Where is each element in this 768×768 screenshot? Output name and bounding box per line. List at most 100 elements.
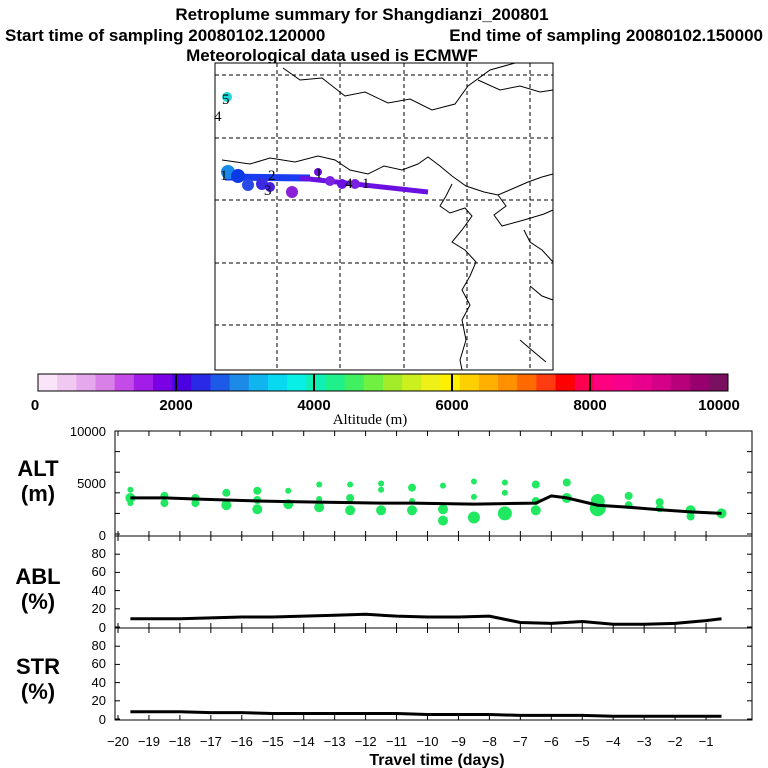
alt-scatter-point	[530, 505, 541, 516]
alt-scatter-point	[562, 478, 571, 487]
abl-panel-unit: (%)	[21, 589, 55, 614]
alt-scatter-point	[437, 515, 448, 526]
alt-scatter-point	[191, 499, 200, 508]
alt-series-line	[130, 494, 722, 515]
colorbar-cell	[651, 374, 671, 391]
str-ytick: 0	[99, 712, 106, 727]
alt-scatter-point	[376, 505, 387, 516]
plume-cluster	[265, 182, 275, 192]
alt-scatter-point	[531, 480, 540, 489]
plume-cluster	[325, 176, 335, 186]
alt-scatter-point	[221, 500, 232, 511]
alt-scatter-point	[222, 488, 231, 497]
coastline	[221, 62, 554, 371]
alt-scatter-point	[716, 508, 727, 519]
abl-series-line	[130, 612, 722, 626]
str-ytick: 80	[92, 638, 106, 653]
x-tick-label: −1	[699, 734, 714, 749]
map-label: 2	[268, 168, 276, 184]
alt-scatter-point	[252, 504, 263, 515]
x-tick-label: −2	[668, 734, 683, 749]
abl-ytick: 80	[92, 546, 106, 561]
alt-scatter-point	[125, 492, 136, 503]
colorbar-tick: 4000	[297, 397, 330, 414]
map-label: 4	[345, 176, 353, 192]
alt-panel-unit: (m)	[21, 481, 55, 506]
x-tick-label: −11	[386, 734, 407, 749]
colorbar-cell	[421, 374, 441, 391]
plume-cluster	[314, 168, 322, 176]
map-label: 1	[220, 168, 228, 184]
map-label: 3	[264, 183, 272, 199]
plume-cluster	[337, 179, 347, 189]
str-panel: STR (%) 80 60 40 20 0 −20 −19 −18 −17 −16 −15…	[16, 627, 753, 749]
colorbar-label: Altitude (m)	[333, 412, 408, 428]
x-tick-label: −8	[482, 734, 497, 749]
colorbar-cell	[689, 374, 710, 391]
colorbar-cell	[38, 374, 58, 391]
alt-scatter-point	[127, 486, 134, 493]
x-axis-tick-labels: −20 −19 −18 −17 −16 −15 −14 −13 −12 −11 −10 −9 −8 −7 −…	[107, 734, 713, 749]
str-series-line	[130, 710, 722, 718]
colorbar-cell	[593, 374, 614, 391]
alt-scatter-point	[347, 481, 354, 488]
colorbar-cell	[440, 374, 461, 391]
alt-panel-label: ALT	[17, 456, 59, 481]
x-tick-label: −18	[169, 734, 191, 749]
colorbar-cell	[478, 374, 499, 391]
str-panel-label: STR	[16, 654, 60, 679]
colorbar-cell	[95, 374, 116, 391]
figure-title: Retroplume summary for Shangdianzi_20080…	[175, 5, 548, 24]
plume-cluster	[242, 179, 254, 191]
x-tick-label: −6	[544, 734, 559, 749]
abl-ytick: 40	[92, 583, 106, 598]
str-ytick: 60	[92, 656, 106, 671]
alt-scatter-point	[378, 486, 385, 493]
colorbar-cell	[287, 374, 307, 391]
colorbar-cell	[536, 374, 556, 391]
colorbar-cell	[114, 374, 135, 391]
x-tick-label: −7	[513, 734, 528, 749]
colorbar-cell	[613, 374, 633, 391]
x-tick-label: −4	[606, 734, 621, 749]
met-data: Meteorological data used is ECMWF	[186, 46, 478, 65]
alt-scatter-point	[501, 479, 508, 486]
colorbar-cell	[191, 374, 211, 391]
alt-scatter-point	[497, 506, 512, 521]
abl-panel: ABL (%) 80 60 40 20 0	[15, 535, 753, 635]
str-panel-frame	[114, 627, 753, 721]
x-tick-label: −3	[637, 734, 652, 749]
x-tick-label: −5	[575, 734, 590, 749]
colorbar-cell	[172, 374, 192, 391]
colorbar-cell	[268, 374, 288, 391]
abl-panel-label: ABL	[15, 564, 60, 589]
colorbar-tick: 0	[31, 397, 39, 414]
alt-scatter-point	[470, 478, 477, 485]
colorbar-cell	[248, 374, 269, 391]
colorbar-cell	[402, 374, 422, 391]
plume-cluster	[350, 179, 360, 189]
colorbar-cell	[498, 374, 518, 391]
x-tick-label: −19	[138, 734, 160, 749]
map-label: 5	[222, 92, 230, 108]
alt-scatter-point	[501, 489, 508, 496]
alt-ytick: 10000	[70, 424, 106, 439]
plume-cluster-high	[222, 92, 232, 102]
alt-scatter-point	[686, 512, 695, 521]
alt-scatter-point	[467, 511, 480, 524]
str-panel-unit: (%)	[21, 679, 55, 704]
altitude-colorbar: 0 2000 4000 6000 8000 10000 Altitude (m)	[31, 373, 740, 428]
abl-ytick: 0	[99, 620, 106, 635]
x-tick-label: −12	[355, 734, 377, 749]
alt-scatter-point	[253, 486, 262, 495]
colorbar-cell	[517, 374, 537, 391]
colorbar-cell	[363, 374, 384, 391]
map-cluster-labels: 5 4 1 2 3 1 4 1	[214, 92, 370, 199]
x-tick-label: −14	[293, 734, 315, 749]
x-tick-label: −20	[107, 734, 129, 749]
plume-segment-high	[299, 175, 429, 195]
colorbar-cell	[670, 374, 691, 391]
alt-scatter-point	[378, 480, 385, 487]
alt-scatter-point	[408, 483, 417, 492]
